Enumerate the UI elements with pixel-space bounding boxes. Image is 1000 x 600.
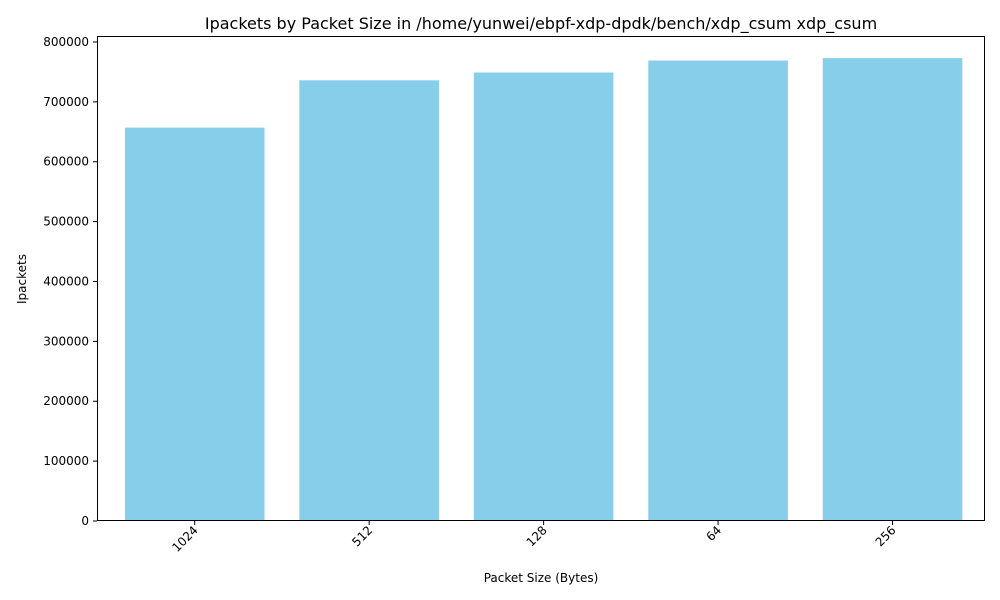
y-tick-label: 300000	[43, 334, 89, 348]
y-tick-label: 600000	[43, 155, 89, 169]
chart-title: Ipackets by Packet Size in /home/yunwei/…	[205, 14, 877, 34]
bar-512	[299, 80, 439, 521]
bars-group	[124, 58, 963, 522]
bar-128	[473, 72, 614, 521]
x-tick-label: 1024	[169, 523, 200, 554]
y-axis-label: Ipackets	[15, 254, 29, 304]
x-axis-label: Packet Size (Bytes)	[484, 571, 599, 585]
y-tick-label: 700000	[43, 95, 89, 109]
y-tick-label: 400000	[43, 274, 89, 288]
y-tick-label: 0	[81, 514, 89, 528]
y-tick-label: 200000	[43, 394, 89, 408]
y-axis-ticks: 0 100000 200000 300000 400000 500000 600000 700…	[43, 35, 97, 528]
x-tick-label: 512	[349, 523, 375, 549]
y-tick-label: 800000	[43, 35, 89, 49]
bar-1024	[124, 127, 265, 521]
x-tick-label: 64	[703, 523, 724, 544]
x-tick-label: 256	[873, 523, 899, 549]
x-axis-ticks: 1024 512 128 64 256	[169, 521, 899, 555]
bar-256	[822, 58, 963, 521]
x-tick-label: 128	[524, 523, 550, 549]
bar-64	[648, 60, 788, 522]
y-tick-label: 500000	[43, 215, 89, 229]
y-tick-label: 100000	[43, 454, 89, 468]
plot-frame	[97, 36, 985, 521]
